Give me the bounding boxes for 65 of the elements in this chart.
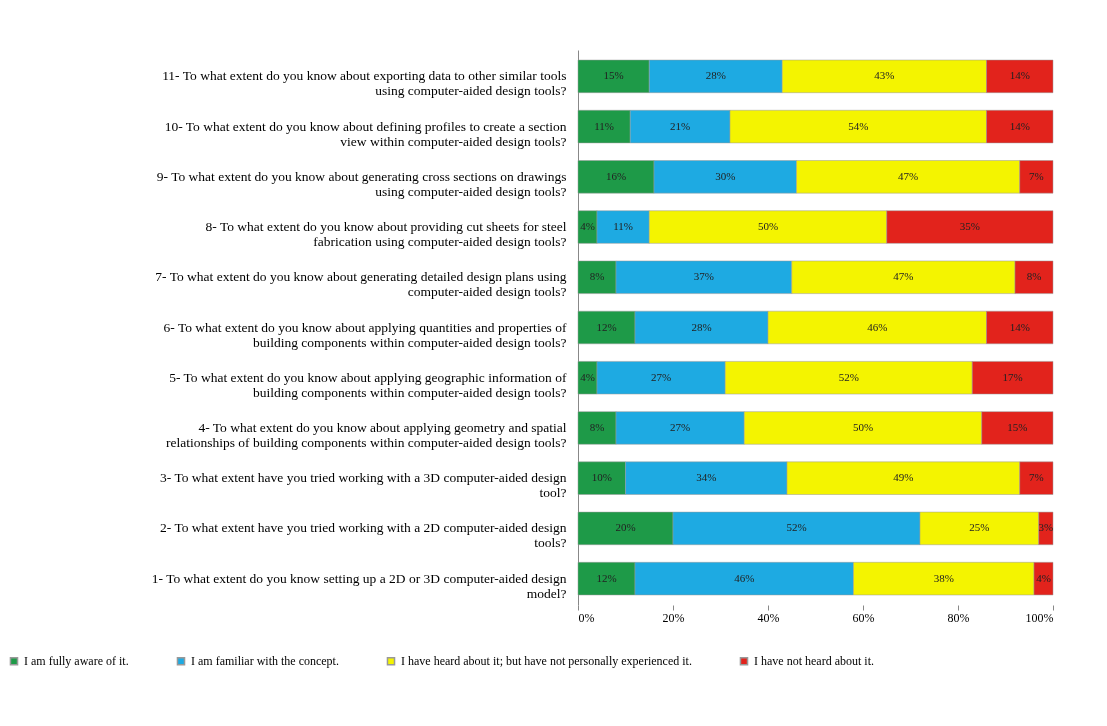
text: 16% <box>605 169 627 182</box>
text: 12% <box>596 320 617 333</box>
text: 52% <box>786 521 807 534</box>
text: 34% <box>696 471 717 484</box>
text: 28% <box>691 320 712 333</box>
text: 35% <box>959 220 980 233</box>
legend-label: I am familiar with the concept. <box>191 654 339 669</box>
y-tick-label: 3- To what extent have you tried working with a 3D computer-aided design tool? <box>160 470 567 501</box>
text: 25% <box>969 521 990 534</box>
text: 52% <box>838 370 859 383</box>
x-tick-label: 80% <box>947 610 970 625</box>
text: 20% <box>615 521 636 534</box>
text: 12% <box>596 571 617 584</box>
legend-label: I have not heard about it. <box>754 654 874 669</box>
text: 3% <box>1038 521 1054 534</box>
text: 4% <box>1036 571 1051 584</box>
y-tick-label: 8- To what extent do you know about providing cut sheets for steel fabrication using computer-aided design tools? <box>205 219 567 250</box>
text: 47% <box>898 169 919 182</box>
text: 7% <box>1029 471 1044 484</box>
text: 50% <box>757 220 779 233</box>
text: 11% <box>613 220 634 233</box>
text: 46% <box>734 571 755 584</box>
text: 15% <box>603 69 624 82</box>
text: 38% <box>933 571 954 584</box>
text: 37% <box>693 270 714 283</box>
text: 27% <box>670 420 691 433</box>
x-tick-label: 0% <box>578 610 595 625</box>
text: 8% <box>589 420 605 433</box>
text: 49% <box>893 471 914 484</box>
legend-label: I have heard about it; but have not personally experienced it. <box>401 654 692 669</box>
text: 8% <box>589 270 605 283</box>
text: 4% <box>580 220 595 233</box>
text: 14% <box>1009 320 1030 333</box>
text: 54% <box>848 119 869 132</box>
y-tick-label: 6- To what extent do you know about applying quantities and properties of building components within computer-aided design tools? <box>163 319 567 350</box>
text: 15% <box>1007 420 1028 433</box>
text: 21% <box>670 119 691 132</box>
x-tick-label: 100% <box>1025 610 1054 625</box>
y-tick-label: 5- To what extent do you know about applying geographic information of building components within computer-aided design tools? <box>169 369 567 400</box>
legend-label: I am fully aware of it. <box>24 654 129 669</box>
x-tick-label: 40% <box>757 610 780 625</box>
text: 47% <box>893 270 914 283</box>
y-tick-label: 11- To what extent do you know about exporting data to other similar tools using computer-aided design tools? <box>162 68 567 99</box>
text: 14% <box>1009 69 1030 82</box>
y-tick-label: 1- To what extent do you know setting up a 2D or 3D computer-aided design model? <box>151 570 567 601</box>
text: 4% <box>580 370 595 383</box>
x-tick-label: 60% <box>852 610 875 625</box>
y-tick-label: 4- To what extent do you know about applying geometry and spatial relationships of building components within computer-aided design tools? <box>165 419 567 450</box>
text: 14% <box>1009 119 1030 132</box>
text: 10% <box>591 471 612 484</box>
text: 11% <box>594 119 615 132</box>
y-tick-label: 2- To what extent have you tried working with a 2D computer-aided design tools? <box>160 520 567 551</box>
text: 43% <box>874 69 895 82</box>
text: 27% <box>651 370 672 383</box>
text: 46% <box>867 320 888 333</box>
y-tick-label: 7- To what extent do you know about generating detailed design plans using computer-aided design tools? <box>155 269 567 300</box>
text: 8% <box>1026 270 1042 283</box>
text: 30% <box>715 169 736 182</box>
y-tick-label: 9- To what extent do you know about generating cross sections on drawings using computer-aided design tools? <box>156 168 567 199</box>
text: 7% <box>1029 169 1044 182</box>
text: 50% <box>852 420 874 433</box>
y-tick-label: 10- To what extent do you know about defining profiles to create a section view within computer-aided design tools? <box>164 118 567 149</box>
text: 28% <box>705 69 726 82</box>
x-tick-label: 20% <box>662 610 685 625</box>
text: 17% <box>1002 370 1023 383</box>
